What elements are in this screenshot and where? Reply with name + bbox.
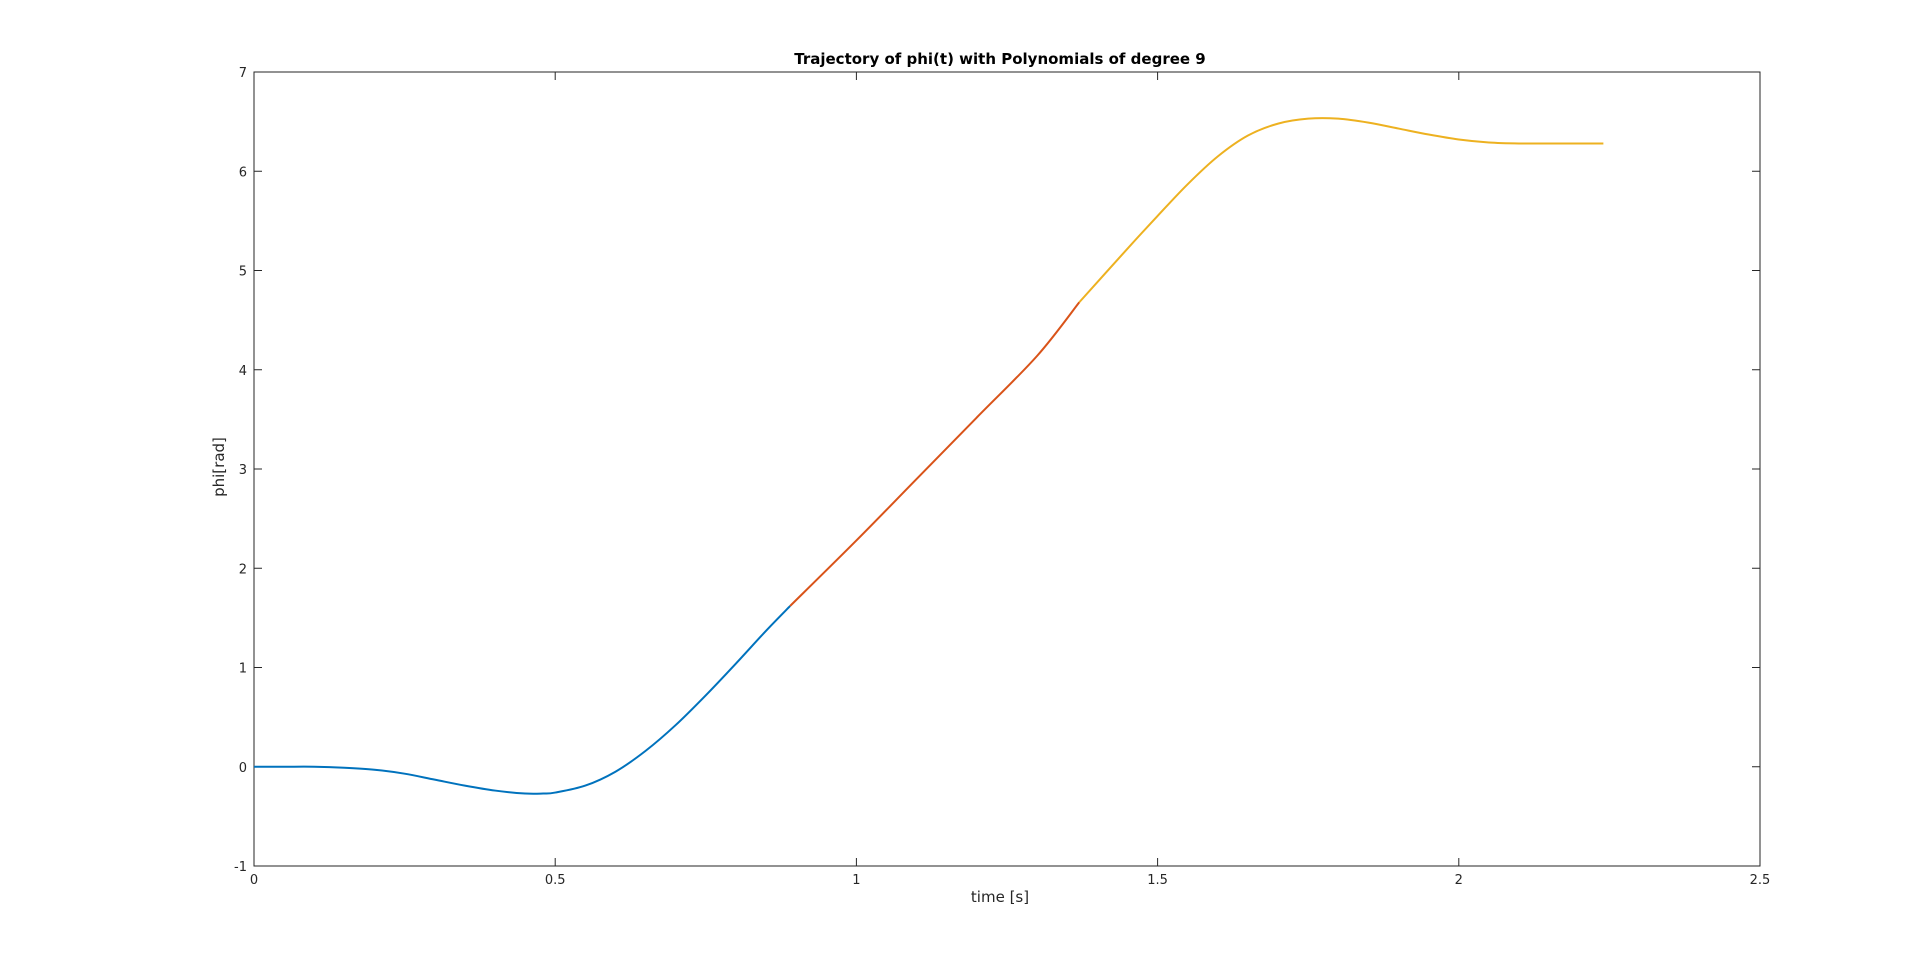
y-axis-label: phi[rad] bbox=[210, 437, 228, 497]
y-tick-label: 3 bbox=[239, 463, 247, 478]
y-tick-label: 4 bbox=[239, 364, 247, 379]
y-tick-label: -1 bbox=[234, 860, 247, 875]
x-tick-label: 2.5 bbox=[1750, 873, 1771, 888]
y-tick-label: 1 bbox=[239, 662, 247, 677]
x-tick-label: 0.5 bbox=[545, 873, 566, 888]
y-tick-label: 7 bbox=[239, 66, 247, 81]
x-axis-label: time [s] bbox=[971, 888, 1029, 906]
axes-box bbox=[253, 71, 1761, 867]
y-tick-label: 0 bbox=[239, 761, 247, 776]
x-tick-label: 0 bbox=[250, 873, 258, 888]
x-tick-label: 1 bbox=[852, 873, 860, 888]
chart-title: Trajectory of phi(t) with Polynomials of… bbox=[794, 50, 1205, 68]
y-tick-label: 6 bbox=[239, 165, 247, 180]
series-line-1 bbox=[253, 605, 791, 795]
series-line-3 bbox=[1078, 117, 1604, 303]
y-tick-label: 2 bbox=[239, 562, 247, 577]
series-line-2 bbox=[789, 301, 1081, 607]
x-tick-label: 1.5 bbox=[1147, 873, 1168, 888]
x-tick-label: 2 bbox=[1455, 873, 1463, 888]
y-tick-label: 5 bbox=[239, 265, 247, 280]
